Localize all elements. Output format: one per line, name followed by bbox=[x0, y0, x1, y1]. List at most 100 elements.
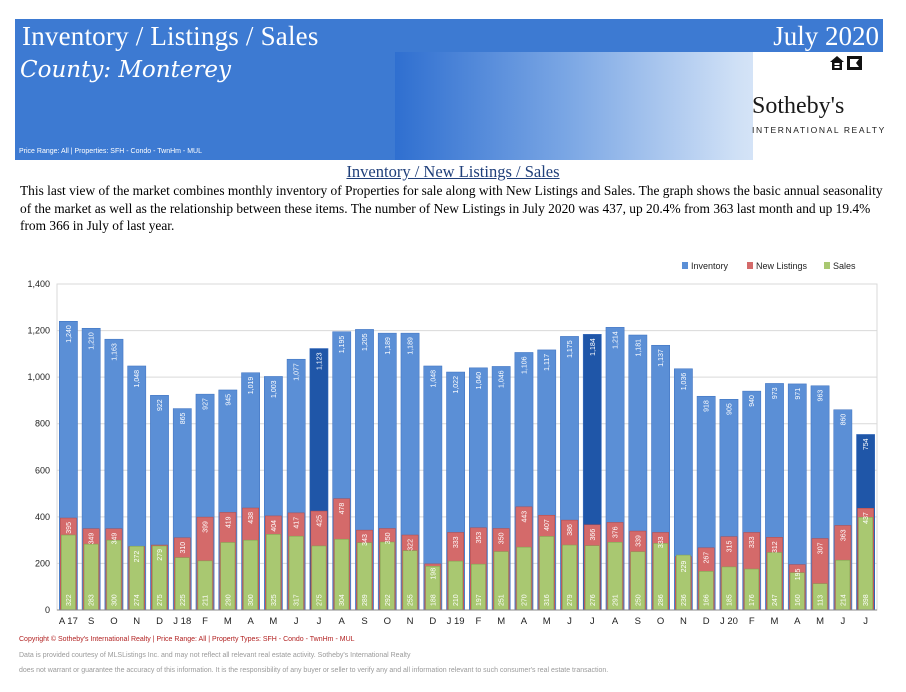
inventory-data-label: 1,123 bbox=[316, 352, 323, 370]
sales-data-label: 211 bbox=[203, 595, 210, 606]
x-tick-label: F bbox=[202, 616, 208, 627]
sales-data-label: 286 bbox=[658, 594, 665, 606]
new-listings-data-label: 339 bbox=[635, 535, 642, 547]
inventory-data-label: 963 bbox=[818, 390, 825, 402]
equal-housing-icon bbox=[830, 56, 862, 70]
new-listings-data-label: 478 bbox=[339, 503, 346, 515]
x-tick-label: M bbox=[497, 616, 505, 627]
inventory-data-label: 1,077 bbox=[294, 363, 301, 381]
summary-paragraph: This last view of the market combines mo… bbox=[20, 183, 883, 233]
sales-data-label: 316 bbox=[544, 594, 551, 606]
inventory-data-label: 1,003 bbox=[271, 380, 278, 398]
inventory-data-label: 1,189 bbox=[385, 337, 392, 355]
sales-data-label: 188 bbox=[430, 594, 437, 606]
x-tick-label: A bbox=[612, 616, 619, 627]
new-listings-data-label: 404 bbox=[271, 520, 278, 532]
sales-data-label: 270 bbox=[521, 594, 528, 606]
new-listings-data-label: 322 bbox=[408, 539, 415, 551]
sales-data-label: 300 bbox=[111, 594, 118, 606]
sales-data-label: 166 bbox=[704, 594, 711, 606]
inventory-data-label: 1,022 bbox=[453, 376, 460, 394]
report-header: Inventory / Listings / Sales July 2020 C… bbox=[15, 19, 883, 160]
report-date: July 2020 bbox=[773, 21, 879, 51]
x-tick-label: J bbox=[840, 616, 845, 627]
sales-data-label: 185 bbox=[726, 594, 733, 606]
new-listings-data-label: 333 bbox=[658, 536, 665, 548]
inventory-data-label: 1,181 bbox=[635, 339, 642, 357]
x-tick-label: J 19 bbox=[447, 616, 465, 627]
x-tick-label: M bbox=[771, 616, 779, 627]
x-tick-label: O bbox=[110, 616, 117, 627]
x-tick-label: J bbox=[590, 616, 595, 627]
x-tick-label: N bbox=[133, 616, 140, 627]
sales-data-label: 197 bbox=[476, 594, 483, 606]
inventory-data-label: 927 bbox=[203, 398, 210, 410]
sales-data-label: 274 bbox=[134, 594, 141, 606]
x-tick-label: A bbox=[247, 616, 254, 627]
sales-data-label: 113 bbox=[818, 595, 825, 606]
new-listings-data-label: 310 bbox=[180, 542, 187, 554]
x-tick-label: J 20 bbox=[720, 616, 738, 627]
new-listings-data-label: 350 bbox=[385, 532, 392, 544]
x-tick-label: J bbox=[567, 616, 572, 627]
new-listings-data-label: 229 bbox=[681, 561, 688, 573]
sothebys-logo: Sotheby's bbox=[752, 93, 845, 119]
x-tick-label: J 18 bbox=[173, 616, 191, 627]
legend-label: New Listings bbox=[756, 261, 808, 271]
inventory-data-label: 940 bbox=[749, 395, 756, 407]
inventory-data-label: 918 bbox=[704, 400, 711, 412]
inventory-data-label: 1,036 bbox=[681, 373, 688, 391]
y-tick-label: 400 bbox=[35, 512, 50, 522]
sales-data-label: 250 bbox=[635, 594, 642, 606]
sales-data-label: 210 bbox=[453, 594, 460, 606]
sothebys-logo-subtitle: INTERNATIONAL REALTY bbox=[752, 125, 886, 135]
footer-disclaimer-1: Data is provided courtesy of MLSListings… bbox=[19, 652, 411, 659]
sales-data-label: 160 bbox=[795, 594, 802, 606]
y-tick-label: 1,400 bbox=[27, 279, 50, 289]
x-tick-label: J bbox=[317, 616, 322, 627]
sales-data-label: 291 bbox=[613, 594, 620, 606]
inventory-data-label: 1,214 bbox=[613, 331, 620, 349]
x-tick-label: S bbox=[635, 616, 641, 627]
inventory-data-label: 1,048 bbox=[134, 370, 141, 388]
x-tick-label: S bbox=[361, 616, 367, 627]
plot-area bbox=[56, 283, 878, 611]
price-range-label: Price Range: All | Properties: SFH - Con… bbox=[19, 148, 202, 155]
inventory-data-label: 1,210 bbox=[89, 332, 96, 350]
x-tick-label: A bbox=[521, 616, 528, 627]
legend-swatch bbox=[747, 262, 753, 269]
inventory-data-label: 1,163 bbox=[111, 343, 118, 361]
x-tick-label: M bbox=[543, 616, 551, 627]
footer-copyright: Copyright © Sotheby's International Real… bbox=[19, 636, 355, 643]
sales-data-label: 255 bbox=[408, 594, 415, 606]
new-listings-data-label: 333 bbox=[453, 536, 460, 548]
sales-data-label: 279 bbox=[567, 594, 574, 606]
new-listings-data-label: 419 bbox=[225, 516, 232, 528]
new-listings-data-label: 395 bbox=[66, 522, 73, 534]
inventory-data-label: 1,205 bbox=[362, 333, 369, 351]
x-tick-label: F bbox=[475, 616, 481, 627]
x-tick-label: D bbox=[429, 616, 436, 627]
new-listings-data-label: 386 bbox=[567, 524, 574, 536]
legend-swatch bbox=[682, 262, 688, 269]
sales-data-label: 283 bbox=[89, 594, 96, 606]
x-tick-label: J bbox=[294, 616, 299, 627]
x-tick-label: N bbox=[407, 616, 414, 627]
x-tick-label: D bbox=[703, 616, 710, 627]
new-listings-data-label: 279 bbox=[157, 549, 164, 561]
legend-label: Inventory bbox=[691, 261, 729, 271]
inventory-data-label: 973 bbox=[772, 387, 779, 399]
x-tick-label: F bbox=[749, 616, 755, 627]
x-tick-label: M bbox=[224, 616, 232, 627]
x-tick-label: S bbox=[88, 616, 94, 627]
new-listings-data-label: 366 bbox=[590, 529, 597, 541]
new-listings-data-label: 353 bbox=[476, 532, 483, 544]
inventory-data-label: 1,046 bbox=[499, 370, 506, 388]
y-tick-label: 600 bbox=[35, 465, 50, 475]
sales-data-label: 290 bbox=[225, 594, 232, 606]
inventory-data-label: 1,019 bbox=[248, 377, 255, 395]
sales-data-label: 322 bbox=[66, 594, 73, 606]
inventory-data-label: 1,175 bbox=[567, 340, 574, 358]
new-listings-data-label: 307 bbox=[818, 542, 825, 554]
footer-disclaimer-2: does not warrant or guarantee the accura… bbox=[19, 667, 609, 674]
